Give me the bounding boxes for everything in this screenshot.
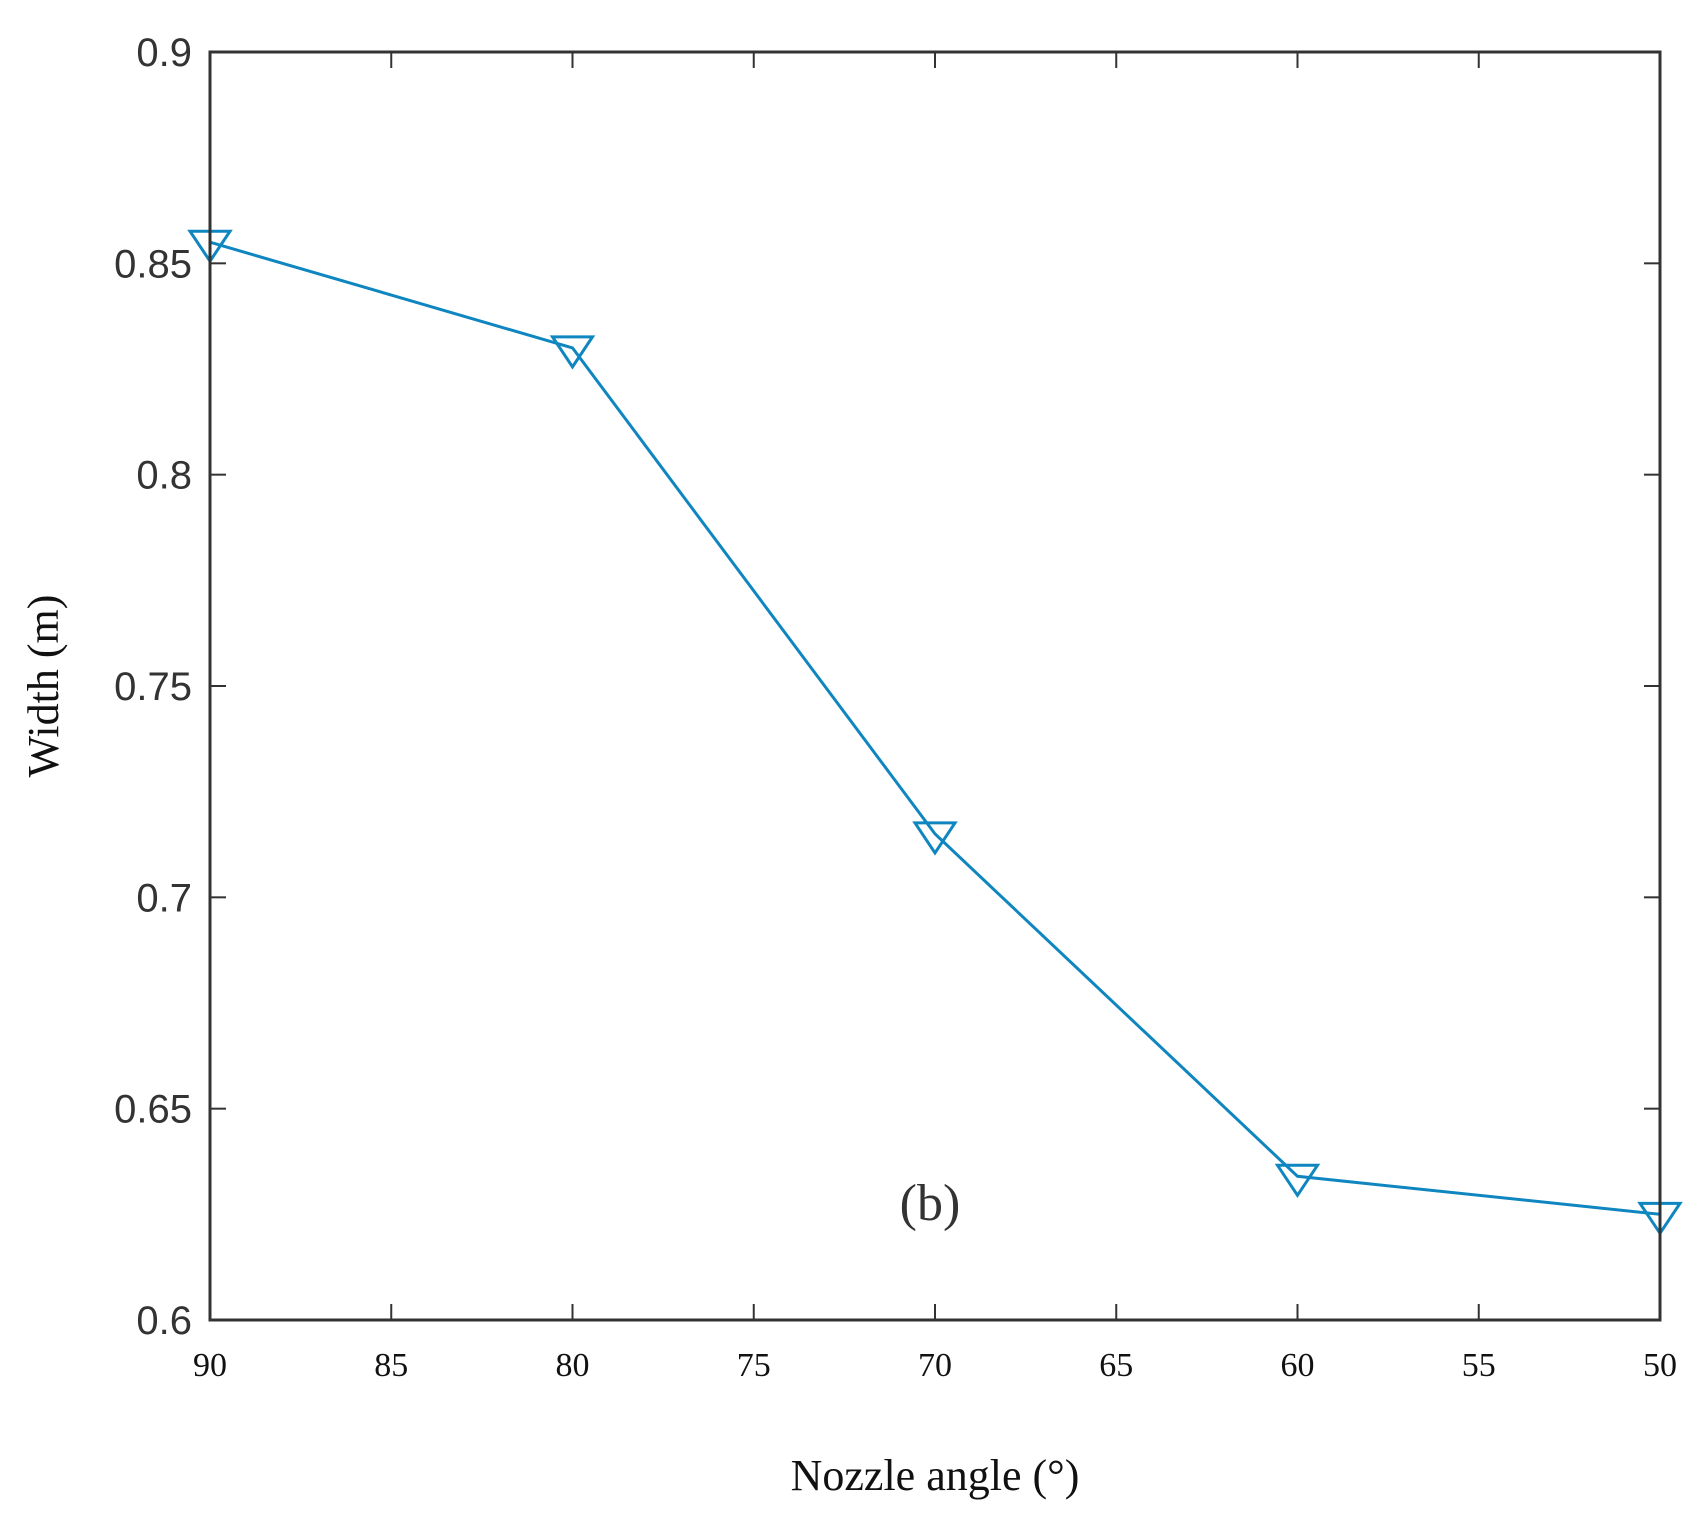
y-tick-label: 0.75 [114,665,192,709]
y-tick-label: 0.65 [114,1088,192,1132]
y-tick-label: 0.6 [136,1299,192,1343]
x-tick-label: 55 [1462,1347,1496,1384]
data-point-marker [1274,1163,1321,1198]
x-tick-label: 50 [1643,1347,1677,1384]
data-point-marker [549,335,596,370]
y-tick-label: 0.85 [114,242,192,286]
x-tick-label: 65 [1099,1347,1133,1384]
y-tick-label: 0.7 [136,876,192,920]
x-tick-label: 90 [193,1347,227,1384]
x-tick-label: 70 [918,1347,952,1384]
plot-frame [208,50,1662,1322]
x-axis-label: Nozzle angle (°) [791,1451,1080,1500]
series-layer [187,229,1683,1237]
y-tick-label: 0.8 [136,454,192,498]
y-tick-label: 0.9 [136,31,192,75]
x-tick-label: 85 [374,1347,408,1384]
x-tick-label: 80 [556,1347,590,1384]
x-tick-label: 60 [1281,1347,1315,1384]
ticks-layer: 90 85 80 75 70 65 60 55 50 0.6 0.65 0.7 0.75 0.8 0.85 0… [114,31,1677,1384]
x-tick-label: 75 [737,1347,771,1384]
y-axis-label: Width (m) [19,595,68,778]
panel-annotation: (b) [900,1175,961,1232]
series-line [209,240,1661,1216]
data-point-marker [912,821,958,856]
labels-layer: Nozzle angle (°) Width (m) (b) [19,595,1079,1500]
